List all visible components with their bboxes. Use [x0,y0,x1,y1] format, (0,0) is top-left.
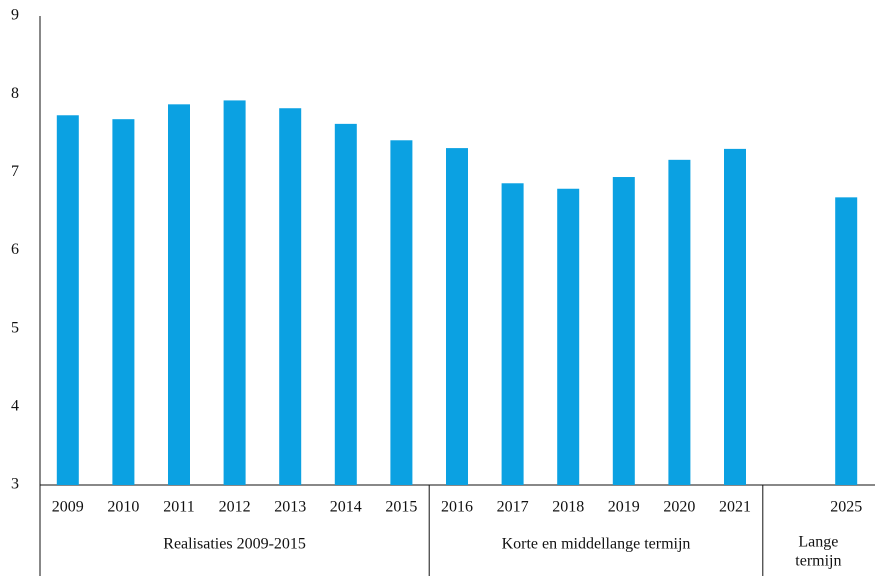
bar [112,119,135,486]
x-tick-label: 2010 [107,499,139,516]
group-label: Lange [798,534,838,551]
group-label: Korte en middellange termijn [502,536,691,553]
x-tick-label: 2013 [274,499,306,516]
bar [56,115,79,485]
group-label: termijn [795,553,841,570]
x-tick-label: 2009 [52,499,84,516]
y-tick-label: 6 [11,241,19,258]
bar [168,104,190,485]
y-tick-label: 4 [11,398,19,415]
y-tick-label: 5 [11,319,19,336]
x-tick-label: 2012 [219,499,251,516]
bar [612,177,635,486]
bar [724,148,746,485]
group-label: Realisaties 2009-2015 [163,536,306,553]
bar [279,108,302,485]
x-tick-label: 2016 [441,499,473,516]
y-tick-label: 7 [11,163,19,180]
x-tick-label: 2017 [497,499,529,516]
y-tick-label: 8 [11,85,19,102]
bar [557,188,580,485]
y-tick-label: 3 [11,476,19,493]
y-tick-label: 9 [11,7,19,24]
bar [334,123,357,486]
bar [501,183,524,485]
x-tick-label: 2025 [830,499,862,516]
bar [835,197,858,485]
bar [446,148,468,485]
bar [390,140,413,485]
x-tick-label: 2019 [608,499,640,516]
x-tick-label: 2011 [163,499,194,516]
x-tick-label: 2018 [552,499,584,516]
x-tick-label: 2021 [719,499,751,516]
x-tick-label: 2014 [330,499,362,516]
x-tick-label: 2015 [385,499,417,516]
bar [223,100,246,486]
bar [668,159,691,485]
x-tick-label: 2020 [663,499,695,516]
